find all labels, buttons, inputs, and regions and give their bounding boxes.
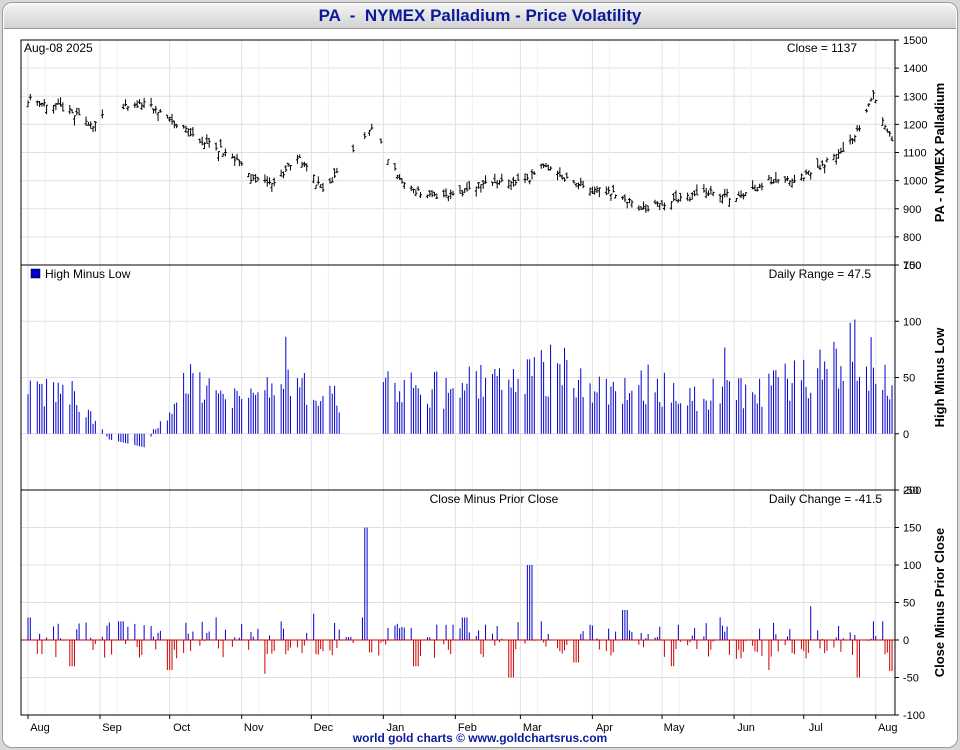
y-tick-label: 1400 <box>903 63 927 75</box>
daily-change-label: Daily Change = -41.5 <box>769 492 882 506</box>
y-axis-label: PA - NYMEX Palladium <box>932 83 947 222</box>
y-tick-label: 700 <box>903 260 921 272</box>
y-tick-label: 800 <box>903 232 921 244</box>
title-bar: PA - NYMEX Palladium - Price Volatility <box>4 4 956 29</box>
y-tick-label: 100 <box>903 316 921 328</box>
y-tick-label: 1300 <box>903 91 927 103</box>
x-tick-label: Aug <box>878 722 898 734</box>
price-close-label: Close = 1137 <box>787 41 857 55</box>
change-title: Close Minus Prior Close <box>430 492 559 506</box>
x-tick-label: Apr <box>596 722 613 734</box>
footer-credit: world gold charts © www.goldchartsrus.co… <box>352 731 608 745</box>
x-tick-label: Aug <box>30 722 50 734</box>
y-tick-label: 50 <box>903 373 915 385</box>
daily-range-label: Daily Range = 47.5 <box>769 267 872 281</box>
y-tick-label: 0 <box>903 429 909 441</box>
y-tick-label: 1000 <box>903 176 927 188</box>
x-tick-label: Sep <box>102 722 122 734</box>
y-axis-label: Close Minus Prior Close <box>932 528 947 678</box>
x-tick-label: Dec <box>314 722 334 734</box>
y-tick-label: 900 <box>903 204 921 216</box>
range-legend-label: High Minus Low <box>45 267 131 281</box>
y-tick-label: 150 <box>903 523 921 535</box>
x-tick-label: Mar <box>523 722 542 734</box>
x-tick-label: Nov <box>244 722 264 734</box>
price-date-label: Aug-08 2025 <box>24 41 93 55</box>
x-tick-label: Oct <box>173 722 190 734</box>
y-tick-label: 1500 <box>903 35 927 47</box>
x-tick-label: Feb <box>458 722 477 734</box>
y-tick-label: 1100 <box>903 148 927 160</box>
y-tick-label: -100 <box>903 710 925 722</box>
x-tick-label: Jan <box>386 722 404 734</box>
x-tick-label: May <box>664 722 685 734</box>
y-tick-label: 50 <box>903 598 915 610</box>
y-tick-label: 150 <box>903 260 921 272</box>
y-tick-label: 200 <box>903 485 921 497</box>
x-tick-label: Jun <box>737 722 755 734</box>
y-tick-label: 1200 <box>903 119 927 131</box>
y-tick-label: 0 <box>903 635 909 647</box>
y-tick-label: -50 <box>903 673 919 685</box>
page-title: PA - NYMEX Palladium - Price Volatility <box>318 6 642 25</box>
y-tick-label: 100 <box>903 560 921 572</box>
legend-swatch <box>30 268 41 279</box>
y-axis-label: High Minus Low <box>932 327 947 428</box>
x-tick-label: Jul <box>809 722 823 734</box>
y-tick-label: -50 <box>903 485 919 497</box>
